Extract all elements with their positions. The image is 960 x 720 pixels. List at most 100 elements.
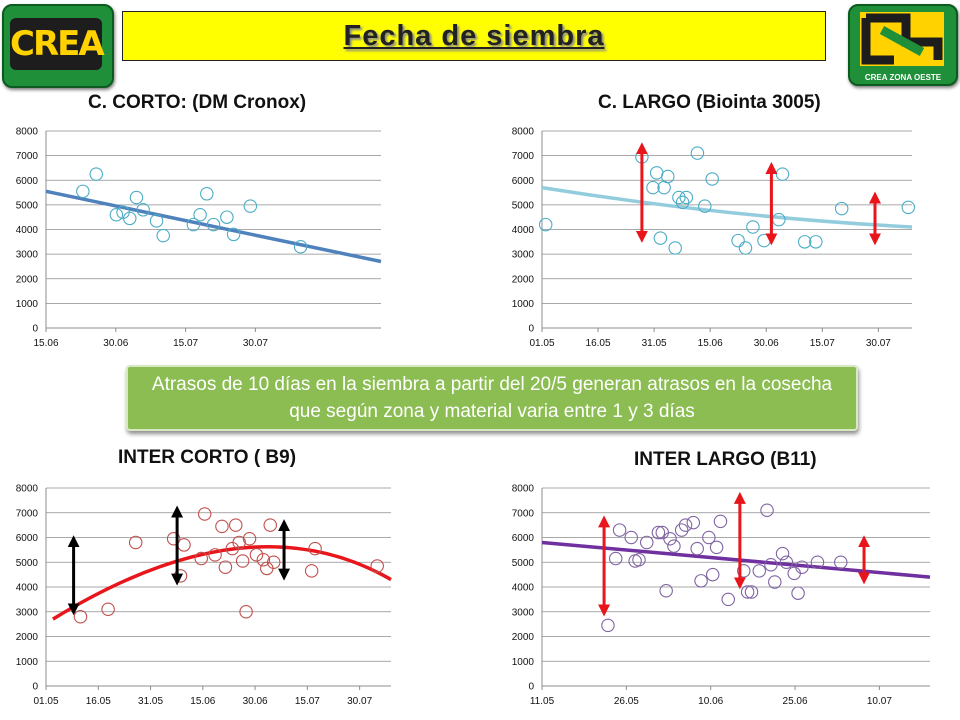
- data-point: [797, 235, 812, 249]
- x-tick-label: 30.07: [866, 338, 891, 349]
- y-tick-label: 7000: [512, 508, 535, 519]
- data-point: [674, 523, 689, 537]
- data-point: [156, 228, 171, 243]
- data-point: [698, 199, 712, 213]
- data-point: [538, 217, 553, 232]
- y-tick-label: 3000: [16, 607, 39, 618]
- data-point: [308, 541, 322, 556]
- data-point: [678, 518, 693, 532]
- y-tick-label: 2000: [512, 274, 535, 285]
- data-point: [632, 553, 646, 567]
- data-point: [672, 190, 686, 205]
- data-point: [702, 530, 716, 545]
- y-tick-label: 8000: [512, 127, 535, 138]
- y-tick-label: 3000: [512, 250, 535, 261]
- data-point: [293, 239, 308, 254]
- data-point: [746, 220, 760, 234]
- y-tick-label: 1000: [512, 657, 535, 668]
- page-title: Fecha de siembra: [343, 20, 605, 52]
- data-point: [744, 585, 759, 599]
- data-point: [235, 554, 250, 568]
- x-tick-label: 30.07: [243, 338, 268, 349]
- data-point: [668, 241, 682, 255]
- data-point: [193, 207, 207, 222]
- chart-title-inter-corto: INTER CORTO ( B9): [118, 447, 297, 468]
- data-point: [129, 190, 144, 205]
- data-point: [186, 217, 201, 232]
- data-point: [612, 523, 627, 537]
- y-tick-label: 0: [528, 324, 534, 335]
- data-point: [76, 184, 90, 199]
- data-point: [232, 535, 246, 550]
- data-point: [128, 535, 143, 550]
- data-point: [220, 210, 234, 224]
- crea-zona-oeste-label: CREA ZONA OESTE: [864, 73, 942, 82]
- data-point: [705, 172, 719, 186]
- x-tick-label: 11.05: [530, 696, 555, 707]
- data-point: [686, 515, 701, 530]
- y-tick-label: 5000: [512, 558, 535, 569]
- data-point: [772, 212, 786, 227]
- x-tick-label: 10.07: [867, 696, 892, 707]
- data-point: [834, 555, 848, 569]
- data-point: [123, 211, 137, 226]
- y-tick-label: 7000: [16, 151, 39, 162]
- data-point: [901, 200, 916, 215]
- data-point: [628, 554, 642, 568]
- y-tick-label: 8000: [512, 484, 535, 495]
- y-tick-label: 2000: [512, 632, 535, 643]
- chart-title-c-largo: C. LARGO (Biointa 3005): [598, 92, 821, 113]
- y-tick-label: 7000: [512, 151, 535, 162]
- x-tick-label: 01.05: [529, 338, 554, 349]
- x-tick-label: 16.05: [586, 338, 611, 349]
- x-tick-label: 26.05: [614, 696, 639, 707]
- chart-title-inter-largo: INTER LARGO (B11): [634, 449, 817, 470]
- crea-logo: CREA: [2, 4, 114, 88]
- x-tick-label: 15.07: [810, 338, 835, 349]
- data-point: [661, 169, 675, 184]
- y-tick-label: 0: [528, 682, 534, 693]
- data-point: [239, 604, 253, 619]
- data-point: [651, 525, 666, 540]
- chart-c-corto: 0 1000 2000 3000 4000 5000 6000 7000 8000 15.06 30…: [16, 127, 382, 349]
- data-point: [177, 538, 191, 552]
- data-point: [243, 199, 258, 213]
- x-tick-label: 30.07: [347, 696, 372, 707]
- x-tick-label: 15.07: [295, 696, 320, 707]
- y-tick-label: 6000: [16, 176, 39, 187]
- zona-oeste-emblem-icon: [860, 12, 944, 66]
- y-tick-label: 4000: [16, 583, 39, 594]
- x-tick-label: 25.06: [783, 696, 808, 707]
- x-tick-label: 15.06: [190, 696, 215, 707]
- data-point: [624, 530, 638, 545]
- data-point: [194, 551, 209, 566]
- y-tick-label: 7000: [16, 508, 39, 519]
- x-tick-label: 30.06: [103, 338, 128, 349]
- data-point: [795, 560, 809, 574]
- data-point: [304, 564, 319, 578]
- y-tick-label: 0: [32, 682, 38, 693]
- data-point: [752, 564, 767, 578]
- trend-line: [51, 544, 392, 621]
- data-point: [73, 609, 88, 624]
- data-point: [263, 518, 277, 532]
- x-tick-label: 31.05: [642, 338, 667, 349]
- y-tick-label: 3000: [512, 607, 535, 618]
- data-point: [640, 535, 654, 550]
- trend-line: [541, 540, 931, 579]
- y-tick-label: 4000: [512, 225, 535, 236]
- data-point: [713, 514, 728, 529]
- y-tick-label: 1000: [16, 657, 39, 668]
- x-tick-label: 15.07: [173, 338, 198, 349]
- data-point: [740, 585, 755, 599]
- trend-line: [541, 185, 913, 229]
- data-point: [208, 548, 222, 562]
- chart-inter-largo: 0 1000 2000 3000 4000 5000 6000 7000 8000 11.05 26…: [512, 484, 931, 707]
- delay-note: Atrasos de 10 días en la siembra a parti…: [126, 365, 858, 431]
- data-point: [226, 227, 241, 242]
- y-tick-label: 4000: [512, 583, 535, 594]
- data-point: [197, 507, 212, 521]
- y-tick-label: 5000: [16, 200, 39, 211]
- y-tick-label: 3000: [16, 250, 39, 261]
- data-point: [721, 592, 735, 607]
